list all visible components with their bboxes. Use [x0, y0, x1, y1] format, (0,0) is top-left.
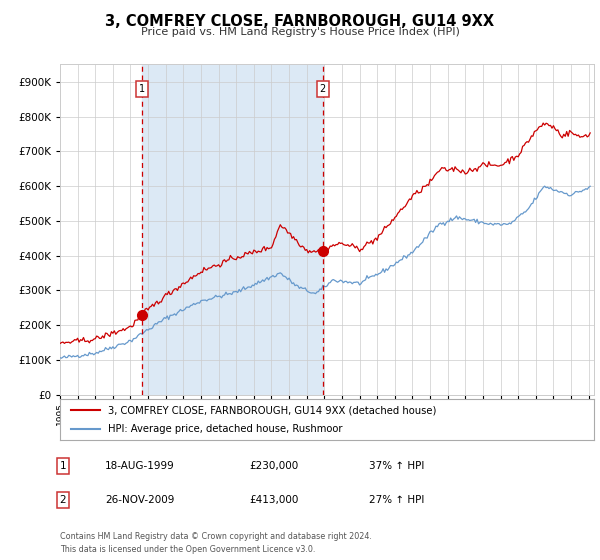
Text: 3, COMFREY CLOSE, FARNBOROUGH, GU14 9XX: 3, COMFREY CLOSE, FARNBOROUGH, GU14 9XX [106, 14, 494, 29]
Text: Contains HM Land Registry data © Crown copyright and database right 2024.: Contains HM Land Registry data © Crown c… [60, 532, 372, 541]
Text: 3, COMFREY CLOSE, FARNBOROUGH, GU14 9XX (detached house): 3, COMFREY CLOSE, FARNBOROUGH, GU14 9XX … [108, 405, 436, 415]
Text: 37% ↑ HPI: 37% ↑ HPI [369, 461, 424, 471]
Text: 27% ↑ HPI: 27% ↑ HPI [369, 495, 424, 505]
Text: £230,000: £230,000 [249, 461, 298, 471]
Text: This data is licensed under the Open Government Licence v3.0.: This data is licensed under the Open Gov… [60, 545, 316, 554]
Text: 26-NOV-2009: 26-NOV-2009 [105, 495, 175, 505]
Text: 2: 2 [59, 495, 67, 505]
Bar [142, 64, 323, 395]
Text: HPI: Average price, detached house, Rushmoor: HPI: Average price, detached house, Rush… [108, 424, 343, 433]
Text: 18-AUG-1999: 18-AUG-1999 [105, 461, 175, 471]
Text: Price paid vs. HM Land Registry's House Price Index (HPI): Price paid vs. HM Land Registry's House … [140, 27, 460, 37]
Text: 1: 1 [59, 461, 67, 471]
Text: 1: 1 [139, 84, 145, 94]
Text: 2: 2 [319, 84, 326, 94]
Text: £413,000: £413,000 [249, 495, 298, 505]
